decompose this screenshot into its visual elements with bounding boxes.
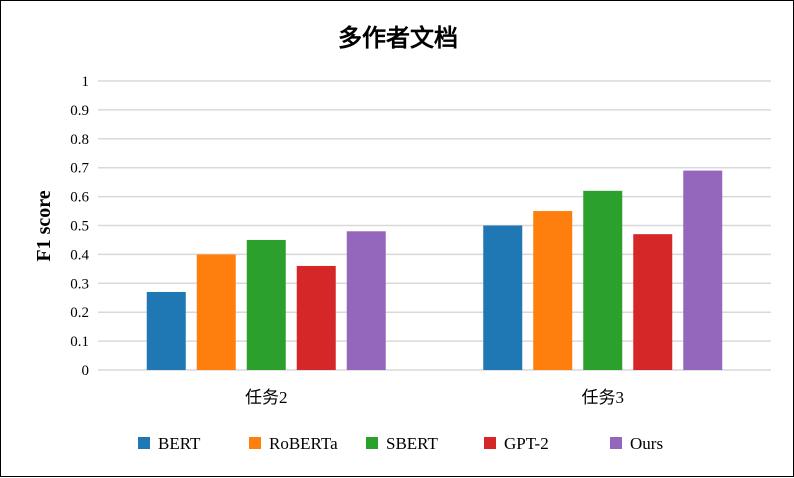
legend-item: BERT — [138, 434, 201, 453]
bar-bert — [483, 225, 523, 370]
y-tick-label: 0.5 — [70, 219, 89, 235]
y-tick-label: 0.3 — [70, 276, 89, 292]
y-tick-label: 1 — [82, 74, 90, 90]
legend-item: RoBERTa — [249, 434, 338, 453]
bar-sbert — [583, 190, 623, 370]
legend-swatch — [366, 437, 378, 449]
y-tick-label: 0.7 — [70, 161, 89, 177]
legend-label: RoBERTa — [269, 434, 338, 453]
legend-swatch — [484, 437, 496, 449]
y-tick-label: 0 — [82, 363, 90, 379]
bar-sbert — [246, 239, 286, 370]
chart-title: 多作者文档 — [338, 24, 458, 52]
bar-ours — [346, 231, 386, 370]
bar-roberta — [533, 211, 573, 370]
y-tick-label: 0.6 — [70, 190, 89, 206]
y-tick-label: 0.2 — [70, 305, 89, 321]
legend-label: GPT-2 — [504, 434, 549, 453]
legend-item: Ours — [610, 434, 663, 453]
y-tick-label: 0.9 — [70, 103, 89, 119]
legend-item: SBERT — [366, 434, 438, 453]
legend-label: SBERT — [386, 434, 438, 453]
legend-label: BERT — [158, 434, 201, 453]
bar-roberta — [196, 254, 236, 370]
y-tick-label: 0.8 — [70, 132, 89, 148]
x-category-label: 任务3 — [582, 388, 625, 407]
bar-bert — [146, 291, 186, 370]
bar-gpt-2 — [296, 265, 336, 370]
legend-swatch — [138, 437, 150, 449]
y-axis-label: F1 score — [33, 190, 55, 261]
bar-ours — [683, 170, 723, 370]
bar-gpt-2 — [633, 234, 673, 370]
y-tick-label: 0.4 — [70, 247, 89, 263]
y-tick-label: 0.1 — [70, 334, 89, 350]
legend-swatch — [610, 437, 622, 449]
x-category-label: 任务2 — [245, 388, 288, 407]
legend-label: Ours — [630, 434, 663, 453]
legend-swatch — [249, 437, 261, 449]
legend-item: GPT-2 — [484, 434, 549, 453]
